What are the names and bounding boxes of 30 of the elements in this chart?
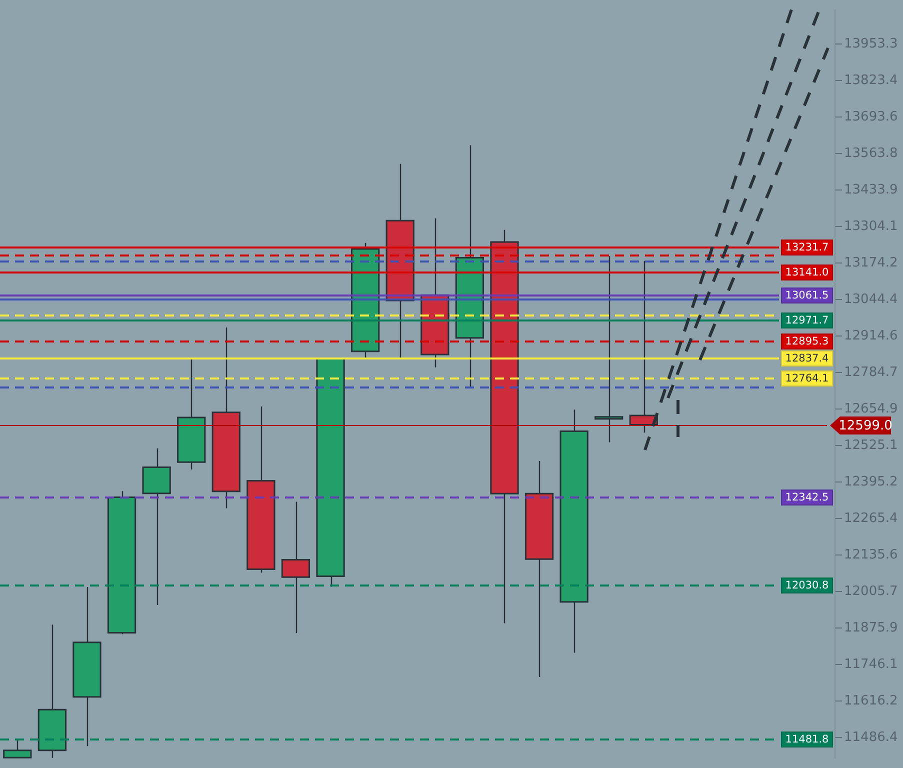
y-tick-label: 13953.3 [844, 36, 898, 52]
y-tick-label: 12525.1 [844, 438, 898, 453]
ref-line-label: 12895.3 [785, 336, 829, 348]
y-tick-label: 12005.7 [844, 584, 898, 599]
ref-line-label: 12837.4 [785, 352, 830, 365]
y-tick-label: 13433.9 [844, 182, 898, 198]
y-tick-label: 12784.7 [844, 364, 898, 380]
y-tick-label: 13304.1 [844, 218, 898, 234]
y-tick-label: 11875.9 [844, 620, 898, 636]
y-tick-label: 13693.6 [844, 109, 898, 124]
y-tick-label: 13174.2 [844, 255, 898, 270]
ref-line-label: 13231.7 [785, 242, 829, 254]
ref-line-label: 12971.7 [785, 314, 829, 327]
ref-line-label: 13141.0 [785, 266, 829, 279]
y-tick-label: 12395.2 [844, 474, 898, 490]
y-tick-label: 13044.4 [844, 292, 898, 307]
y-tick-label: 13823.4 [844, 72, 898, 88]
ref-line-label: 12342.5 [785, 492, 829, 504]
ref-line-label: 12030.8 [785, 580, 829, 592]
ref-line-label: 12764.1 [785, 372, 829, 385]
y-tick-label: 13563.8 [844, 146, 898, 161]
y-tick-label: 12265.4 [844, 510, 898, 526]
y-tick-label: 11616.2 [844, 693, 898, 708]
y-tick-label: 11746.1 [844, 656, 898, 672]
ref-line-label: 11481.8 [785, 734, 829, 746]
y-tick-label: 11486.4 [844, 730, 898, 745]
y-tick-label: 12135.6 [844, 547, 898, 562]
y-tick-label: 12914.6 [844, 328, 898, 344]
y-tick-label: 12654.9 [844, 401, 898, 416]
ref-line-label: 13061.5 [785, 290, 829, 302]
